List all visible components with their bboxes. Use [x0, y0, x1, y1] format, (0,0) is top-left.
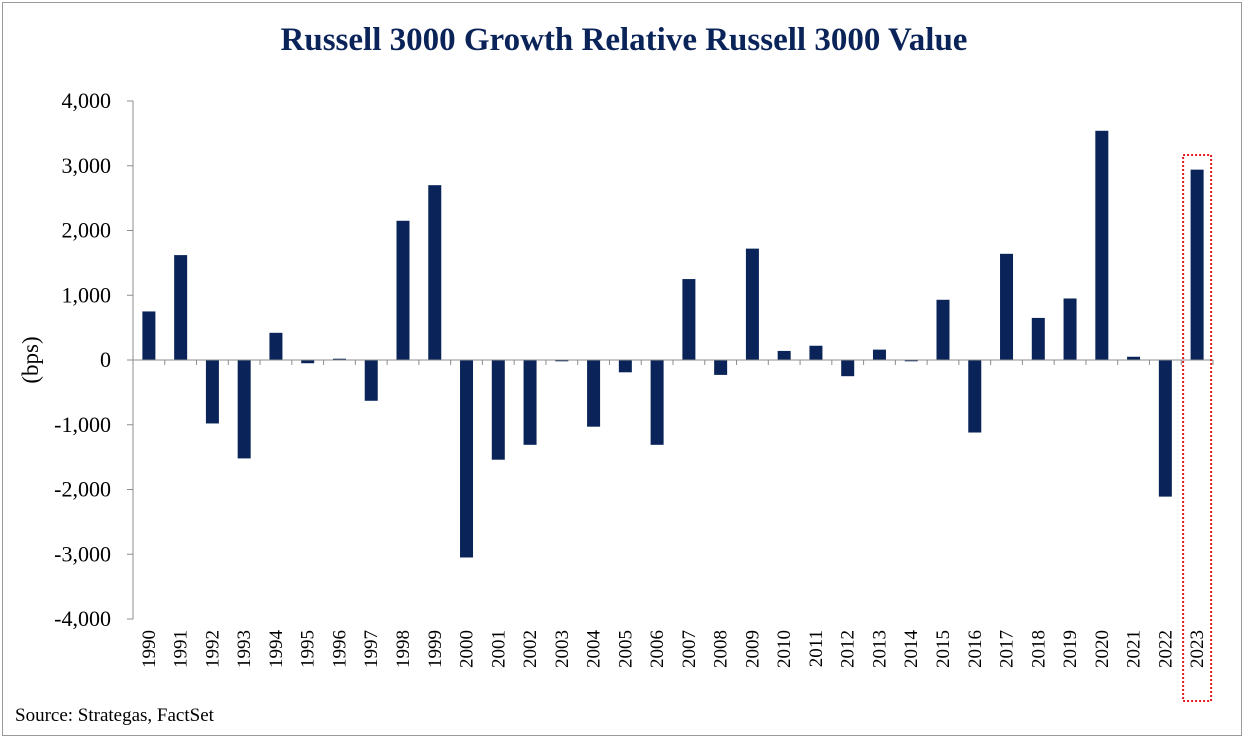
x-tick-label: 2012 — [838, 630, 859, 668]
x-tick-label: 1997 — [361, 630, 382, 668]
x-tick-label: 2021 — [1124, 630, 1145, 668]
bar-2004 — [587, 360, 601, 427]
bar-2023 — [1190, 169, 1204, 360]
bar-1990 — [142, 311, 156, 360]
x-tick-label: 2010 — [774, 630, 795, 668]
bar-1992 — [205, 360, 219, 424]
x-tick-label: 2016 — [965, 630, 986, 668]
bar-2015 — [936, 299, 950, 360]
bar-1996 — [332, 358, 346, 360]
y-tick-label: -2,000 — [54, 477, 111, 502]
x-tick-label: 2022 — [1155, 630, 1176, 668]
bar-2006 — [650, 360, 664, 445]
x-tick-label: 1994 — [266, 630, 287, 669]
y-tick-label: 2,000 — [62, 218, 112, 243]
chart-title: Russell 3000 Growth Relative Russell 300… — [280, 22, 968, 58]
bar-2016 — [968, 360, 982, 433]
bar-2019 — [1063, 298, 1077, 360]
bar-2005 — [618, 360, 632, 373]
bar-2007 — [682, 279, 696, 360]
x-tick-label: 2002 — [520, 630, 541, 668]
x-tick-label: 1991 — [171, 630, 192, 668]
y-tick-label: 1,000 — [62, 282, 112, 307]
y-axis-label: (bps) — [18, 336, 43, 383]
bar-2012 — [841, 360, 855, 377]
bar-2014 — [904, 360, 918, 362]
bar-2008 — [714, 360, 728, 375]
x-tick-label: 1995 — [298, 630, 319, 668]
x-tick-label: 2019 — [1060, 630, 1081, 668]
bar-2000 — [460, 360, 474, 558]
x-tick-label: 2014 — [901, 630, 922, 669]
bar-2011 — [809, 345, 823, 360]
y-tick-label: 4,000 — [62, 88, 112, 113]
bar-1997 — [364, 360, 378, 401]
bar-1991 — [174, 255, 188, 360]
source-note: Source: Strategas, FactSet — [15, 705, 214, 726]
bar-2017 — [1000, 253, 1014, 360]
bar-2020 — [1095, 130, 1109, 360]
x-tick-label: 2023 — [1187, 630, 1208, 668]
x-tick-label: 1993 — [234, 630, 255, 668]
x-tick-label: 2005 — [615, 630, 636, 668]
bar-1999 — [428, 185, 442, 360]
x-tick-label: 2008 — [711, 630, 732, 668]
bar-2001 — [491, 360, 505, 460]
y-tick-label: -4,000 — [54, 606, 111, 631]
x-tick-label: 2009 — [742, 630, 763, 668]
y-tick-label: -3,000 — [54, 541, 111, 566]
bar-1995 — [301, 360, 315, 364]
x-tick-label: 2011 — [806, 630, 827, 667]
bar-2002 — [523, 360, 537, 445]
x-tick-label: 2006 — [647, 630, 668, 668]
x-tick-label: 2020 — [1092, 630, 1113, 668]
x-tick-label: 1990 — [139, 630, 160, 668]
x-tick-label: 2001 — [488, 630, 509, 668]
x-tick-label: 2007 — [679, 630, 700, 668]
x-tick-label: 2017 — [997, 630, 1018, 668]
x-tick-label: 1998 — [393, 630, 414, 668]
bar-2018 — [1031, 317, 1045, 360]
x-tick-label: 1996 — [329, 630, 350, 668]
x-tick-label: 1992 — [202, 630, 223, 668]
bar-1994 — [269, 332, 283, 360]
bar-2013 — [872, 349, 886, 360]
highlight-box-2023 — [1182, 154, 1213, 702]
y-tick-label: 3,000 — [62, 153, 112, 178]
x-tick-label: 2015 — [933, 630, 954, 668]
bar-2022 — [1158, 360, 1172, 497]
bar-1993 — [237, 360, 251, 459]
x-tick-label: 1999 — [425, 630, 446, 668]
y-tick-label: -1,000 — [54, 412, 111, 437]
bar-2009 — [745, 248, 759, 360]
bar-2003 — [555, 360, 569, 362]
y-tick-label: 0 — [100, 347, 111, 372]
bar-2021 — [1127, 356, 1141, 360]
x-tick-label: 2004 — [584, 630, 605, 669]
x-tick-label: 2000 — [457, 630, 478, 668]
x-tick-label: 2018 — [1028, 630, 1049, 668]
x-tick-label: 2013 — [869, 630, 890, 668]
bar-2010 — [777, 350, 791, 360]
x-tick-label: 2003 — [552, 630, 573, 668]
bar-1998 — [396, 220, 410, 360]
